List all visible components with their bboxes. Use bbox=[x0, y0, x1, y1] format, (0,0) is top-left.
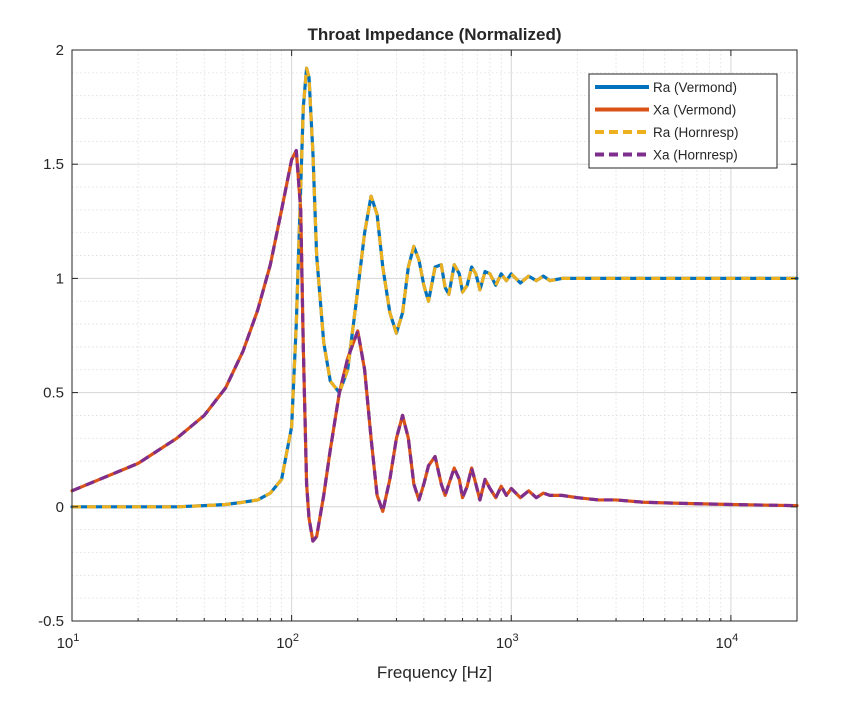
chart-title: Throat Impedance (Normalized) bbox=[307, 25, 561, 44]
x-tick-label: 104 bbox=[715, 632, 738, 652]
x-axis-label: Frequency [Hz] bbox=[377, 663, 492, 682]
legend-label: Xa (Vermond) bbox=[653, 103, 736, 118]
series-line bbox=[72, 66, 797, 509]
legend-box bbox=[588, 73, 778, 169]
y-tick-label: 1 bbox=[56, 270, 64, 287]
legend: Ra (Vermond) Xa (Vermond) Ra (Hornresp) Xa … bbox=[588, 73, 778, 169]
y-tick-label: 2 bbox=[56, 42, 64, 59]
x-tick-label: 103 bbox=[496, 632, 519, 652]
y-tick-label: 0 bbox=[56, 499, 64, 516]
series-layer bbox=[70, 66, 799, 543]
series-line bbox=[71, 148, 798, 543]
x-tick-label: 102 bbox=[276, 632, 299, 652]
y-tick-label: 0.5 bbox=[43, 385, 64, 402]
legend-label: Ra (Vermond) bbox=[653, 80, 737, 95]
legend-label: Xa (Hornresp) bbox=[653, 148, 738, 163]
x-tick-label: 101 bbox=[57, 632, 80, 652]
y-tick-label: -0.5 bbox=[38, 613, 64, 630]
legend-label: Ra (Hornresp) bbox=[653, 125, 739, 140]
plot-frame bbox=[71, 49, 798, 622]
y-tick-label: 1.5 bbox=[43, 156, 64, 173]
